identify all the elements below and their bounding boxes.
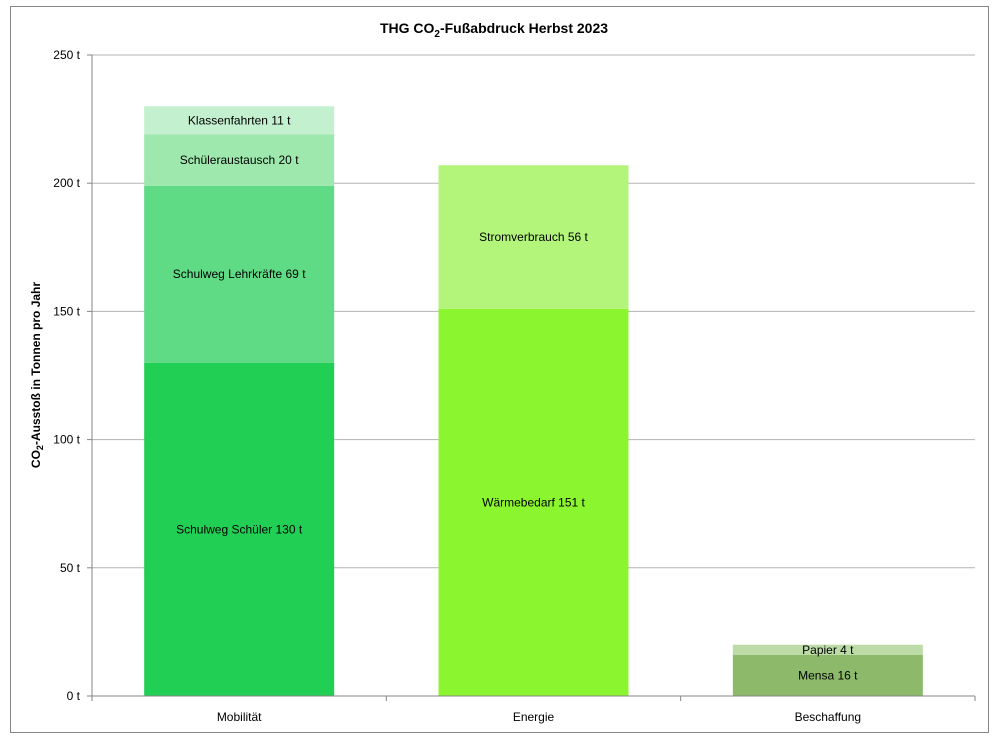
- y-tick-label-150: 150 t: [53, 304, 80, 318]
- x-tick-label-2: Beschaffung: [795, 710, 862, 724]
- data-label-0-0: Schulweg Schüler 130 t: [176, 522, 303, 536]
- y-axis-label-part-1: CO: [29, 450, 43, 468]
- y-axis-label: CO2-Ausstoß in Tonnen pro Jahr: [29, 282, 45, 468]
- y-tick-label-0: 0 t: [67, 689, 81, 703]
- chart-title-subscript: 2: [434, 29, 440, 40]
- y-tick-label-200: 200 t: [53, 176, 80, 190]
- bar-segment-0-2: [144, 134, 335, 186]
- chart-title-part-2: -Fußabdruck Herbst 2023: [440, 20, 608, 36]
- data-label-2-1: Papier 4 t: [802, 643, 854, 657]
- bar-segment-1-0: [438, 308, 629, 696]
- bar-segment-2-1: [732, 644, 923, 655]
- data-label-0-2: Schüleraustausch 20 t: [180, 153, 299, 167]
- bars: [144, 106, 923, 696]
- data-label-0-3: Klassenfahrten 11 t: [188, 113, 291, 127]
- bar-segment-0-3: [144, 106, 335, 135]
- bar-segment-2-0: [732, 654, 923, 696]
- chart-title-part-1: THG CO: [380, 20, 435, 36]
- y-tick-label-250: 250 t: [53, 48, 80, 62]
- y-axis-label-part-2: -Ausstoß in Tonnen pro Jahr: [29, 282, 43, 445]
- data-label-2-0: Mensa 16 t: [798, 668, 858, 682]
- bar-segment-0-0: [144, 362, 335, 696]
- y-axis-label-subscript: 2: [35, 445, 45, 450]
- chart-title: THG CO2-Fußabdruck Herbst 2023: [380, 20, 608, 40]
- data-label-1-0: Wärmebedarf 151 t: [482, 495, 585, 509]
- axes: 0 t 50 t 100 t 150 t 200 t 250 t Mobilität Ener…: [53, 48, 976, 724]
- y-tick-label-100: 100 t: [53, 433, 80, 447]
- data-label-1-1: Stromverbrauch 56 t: [479, 230, 588, 244]
- bar-segment-1-1: [438, 165, 629, 309]
- labels: Schulweg Schüler 130 t Schulweg Lehrkräft…: [173, 113, 858, 682]
- y-tick-label-50: 50 t: [60, 561, 81, 575]
- x-tick-label-1: Energie: [513, 710, 555, 724]
- bar-segment-0-1: [144, 185, 335, 363]
- data-label-0-1: Schulweg Lehrkräfte 69 t: [173, 267, 306, 281]
- x-tick-label-0: Mobilität: [217, 710, 262, 724]
